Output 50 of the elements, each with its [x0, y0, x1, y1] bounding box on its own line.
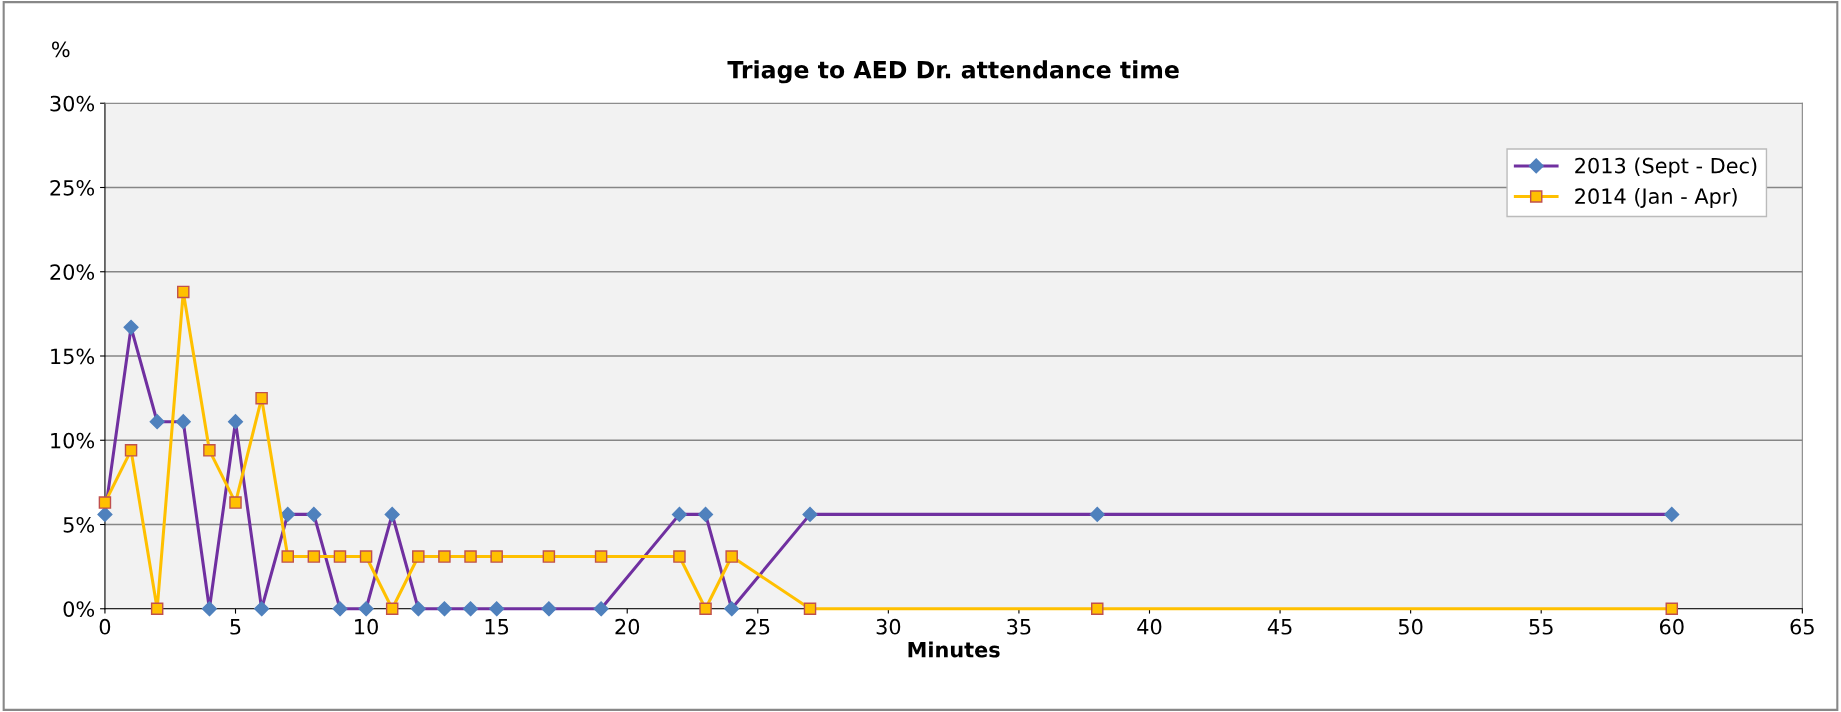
point [490, 550, 503, 563]
point [177, 285, 190, 299]
point [203, 444, 216, 457]
point [307, 550, 321, 563]
x-tick-label: 55 [1529, 619, 1553, 635]
x-tick-label: 5 [230, 619, 241, 635]
point [150, 602, 164, 616]
x-tick-label: 25 [746, 618, 770, 635]
point [124, 444, 138, 457]
point [255, 391, 268, 405]
y-tick-label: 0% [63, 601, 95, 617]
point [1665, 602, 1679, 616]
x-tick-label: 15 [485, 619, 509, 635]
x-axis-title: Minutes [908, 641, 1000, 658]
x-tick-label: 45 [1267, 619, 1292, 635]
point [359, 550, 373, 563]
chart-title: Triage to AED Dr. attendance time [727, 60, 1179, 84]
y-tick-label: 10% [51, 432, 95, 449]
point [803, 602, 817, 616]
y-tick-label: 30% [50, 95, 95, 112]
x-tick-label: 40 [1137, 618, 1162, 635]
y-tick-label: 25% [50, 179, 95, 196]
y-tick-label: 20% [50, 264, 95, 280]
x-tick-label: 65 [1790, 618, 1814, 635]
y-axis-title: % [52, 41, 70, 58]
x-tick-label: 30 [876, 618, 901, 635]
point [542, 550, 556, 563]
legend-label: 2013 (Sept - Dec) [1575, 157, 1757, 178]
point [673, 550, 686, 563]
point [98, 496, 112, 509]
point [594, 550, 608, 563]
x-tick-label: 60 [1659, 618, 1684, 635]
point [699, 602, 712, 616]
point [412, 550, 425, 563]
point [438, 550, 451, 563]
point [281, 550, 294, 563]
y-tick-label: 15% [51, 348, 95, 365]
x-tick-label: 50 [1398, 618, 1423, 635]
x-tick-label: 0 [99, 618, 111, 635]
x-tick-label: 10 [355, 618, 378, 635]
point [333, 550, 347, 563]
x-tick-label: 35 [1007, 618, 1031, 635]
point [229, 496, 242, 509]
point [385, 602, 399, 616]
x-tick-label: 20 [615, 618, 640, 635]
point [464, 550, 477, 563]
legend-label: 2014 (Jan - Apr) [1575, 187, 1737, 209]
point [1091, 602, 1104, 616]
point [725, 550, 738, 563]
y-tick-label: 5% [63, 516, 95, 533]
